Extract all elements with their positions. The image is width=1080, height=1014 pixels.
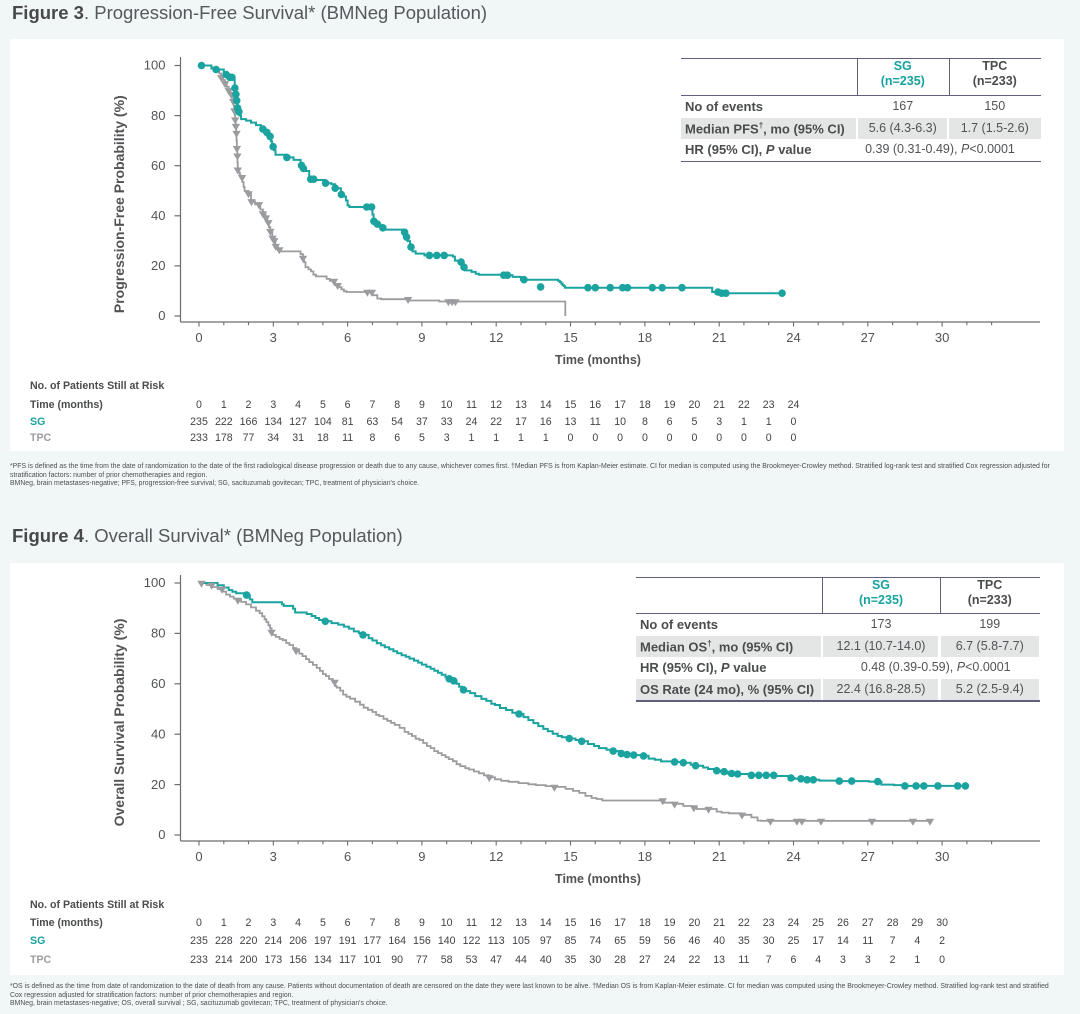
svg-text:60: 60 bbox=[151, 158, 165, 173]
svg-text:0: 0 bbox=[195, 330, 202, 345]
svg-text:12: 12 bbox=[489, 330, 503, 345]
svg-text:80: 80 bbox=[151, 626, 165, 641]
svg-text:6: 6 bbox=[344, 849, 351, 864]
svg-text:9: 9 bbox=[418, 849, 425, 864]
svg-text:Progression-Free Probability (: Progression-Free Probability (%) bbox=[111, 95, 127, 313]
svg-text:0: 0 bbox=[158, 827, 165, 842]
svg-text:0: 0 bbox=[158, 308, 165, 323]
svg-text:21: 21 bbox=[712, 330, 726, 345]
svg-text:15: 15 bbox=[563, 849, 577, 864]
svg-text:40: 40 bbox=[151, 208, 165, 223]
svg-text:40: 40 bbox=[151, 726, 165, 741]
svg-text:6: 6 bbox=[344, 330, 351, 345]
svg-text:80: 80 bbox=[151, 108, 165, 123]
svg-text:Overall Survival Probability (: Overall Survival Probability (%) bbox=[111, 619, 127, 827]
svg-text:27: 27 bbox=[861, 330, 875, 345]
svg-text:12: 12 bbox=[489, 849, 503, 864]
svg-text:100: 100 bbox=[144, 58, 166, 73]
svg-text:20: 20 bbox=[151, 258, 165, 273]
svg-text:15: 15 bbox=[563, 330, 577, 345]
svg-text:20: 20 bbox=[151, 777, 165, 792]
svg-text:60: 60 bbox=[151, 676, 165, 691]
svg-text:0: 0 bbox=[195, 849, 202, 864]
svg-text:18: 18 bbox=[638, 330, 652, 345]
svg-text:21: 21 bbox=[712, 849, 726, 864]
svg-text:24: 24 bbox=[786, 330, 800, 345]
svg-text:30: 30 bbox=[935, 330, 949, 345]
svg-text:100: 100 bbox=[144, 575, 166, 590]
svg-text:30: 30 bbox=[935, 849, 949, 864]
svg-text:3: 3 bbox=[270, 330, 277, 345]
svg-text:18: 18 bbox=[638, 849, 652, 864]
svg-text:Time (months): Time (months) bbox=[555, 353, 641, 367]
svg-text:24: 24 bbox=[786, 849, 800, 864]
svg-text:9: 9 bbox=[418, 330, 425, 345]
svg-text:27: 27 bbox=[861, 849, 875, 864]
svg-text:Time (months): Time (months) bbox=[555, 872, 641, 886]
svg-text:3: 3 bbox=[270, 849, 277, 864]
